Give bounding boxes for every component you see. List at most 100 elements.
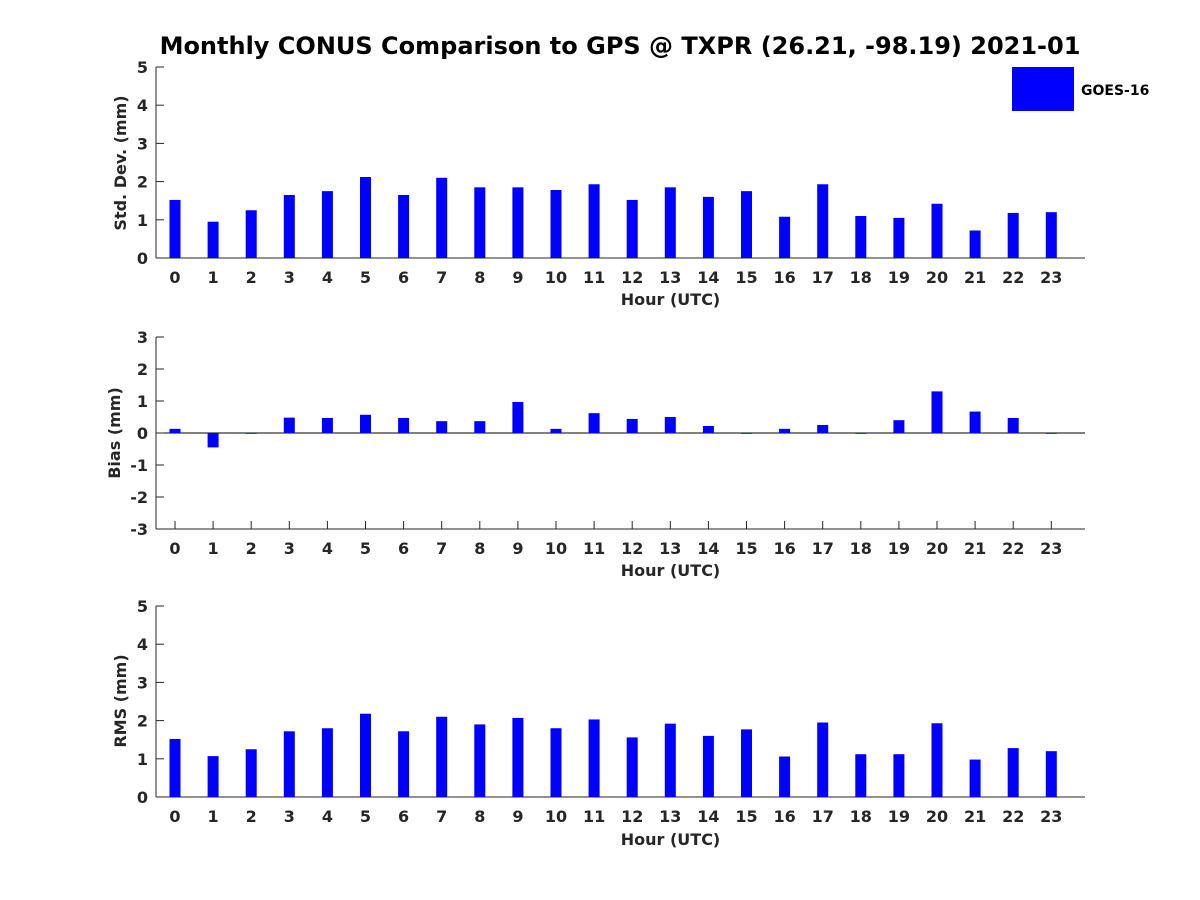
x-tick-label: 6 (398, 539, 409, 558)
x-tick-label: 9 (512, 268, 523, 287)
x-tick-label: 7 (436, 539, 447, 558)
y-axis-label: Std. Dev. (mm) (111, 95, 130, 230)
x-tick-label: 1 (208, 268, 219, 287)
x-tick-label: 8 (474, 807, 485, 826)
x-tick-label: 15 (735, 807, 757, 826)
x-tick-label: 10 (545, 807, 567, 826)
bias-bar-20 (931, 391, 943, 433)
std-dev-bar-10 (550, 190, 562, 258)
legend: GOES-16 (1012, 67, 1149, 111)
bias-bar-6 (398, 417, 410, 433)
bias-bar-0 (169, 428, 181, 433)
x-axis-label: Hour (UTC) (621, 830, 721, 849)
y-tick-label: 2 (137, 712, 148, 731)
x-tick-label: 0 (169, 268, 180, 287)
x-axis-label: Hour (UTC) (621, 290, 721, 309)
bias-bar-12 (626, 418, 638, 433)
x-tick-label: 17 (812, 539, 834, 558)
rms-bar-6 (398, 731, 410, 797)
y-tick-label: 3 (137, 673, 148, 692)
x-tick-label: 21 (964, 539, 986, 558)
bias-bar-23 (1045, 433, 1057, 434)
x-tick-label: 4 (322, 268, 333, 287)
x-tick-label: 18 (850, 539, 872, 558)
bias-bar-21 (969, 411, 981, 433)
y-tick-label: 2 (137, 360, 148, 379)
x-tick-label: 2 (246, 268, 257, 287)
y-tick-label: -1 (130, 456, 148, 475)
bias-bar-9 (512, 401, 524, 433)
y-tick-label: 1 (137, 211, 148, 230)
x-tick-label: 11 (583, 268, 605, 287)
x-tick-label: 10 (545, 268, 567, 287)
x-tick-label: 16 (773, 268, 795, 287)
y-axis-label: RMS (mm) (111, 654, 130, 747)
bias-bar-17 (817, 425, 829, 433)
bias-bar-11 (588, 413, 600, 433)
y-tick-label: 2 (137, 173, 148, 192)
x-tick-label: 18 (850, 807, 872, 826)
bias-bar-14 (702, 425, 714, 433)
x-tick-label: 23 (1040, 807, 1062, 826)
x-tick-label: 12 (621, 268, 643, 287)
x-axis-label: Hour (UTC) (621, 561, 721, 580)
bias-bar-8 (474, 421, 486, 433)
x-tick-label: 14 (697, 268, 719, 287)
bias-bar-22 (1007, 417, 1019, 433)
y-tick-label: 0 (137, 249, 148, 268)
x-tick-label: 10 (545, 539, 567, 558)
y-tick-label: -3 (130, 520, 148, 539)
std-dev-bar-19 (893, 217, 905, 258)
x-tick-label: 19 (888, 268, 910, 287)
x-tick-label: 9 (512, 807, 523, 826)
std-dev-bar-6 (398, 194, 410, 258)
std-dev-bar-9 (512, 187, 524, 258)
std-dev-bar-14 (702, 196, 714, 258)
rms-bar-14 (702, 735, 714, 797)
std-dev-bar-13 (664, 187, 676, 258)
rms-bar-3 (283, 731, 295, 797)
x-tick-label: 16 (773, 539, 795, 558)
x-tick-label: 18 (850, 268, 872, 287)
chart-title: Monthly CONUS Comparison to GPS @ TXPR (… (160, 32, 1081, 60)
rms-bar-2 (245, 749, 257, 797)
bias-bar-19 (893, 420, 905, 433)
x-tick-label: 5 (360, 539, 371, 558)
x-tick-label: 1 (208, 539, 219, 558)
std-dev-bar-3 (283, 194, 295, 258)
y-tick-label: 0 (137, 788, 148, 807)
rms-bar-8 (474, 724, 486, 797)
std-dev-bar-17 (817, 184, 829, 258)
x-tick-label: 19 (888, 539, 910, 558)
rms-bar-7 (436, 716, 448, 797)
std-dev-bar-18 (855, 215, 867, 258)
std-dev-bar-20 (931, 203, 943, 258)
x-tick-label: 20 (926, 539, 948, 558)
x-tick-label: 6 (398, 807, 409, 826)
x-tick-label: 8 (474, 268, 485, 287)
y-tick-label: 4 (137, 635, 148, 654)
rms-bar-20 (931, 723, 943, 797)
std-dev-bar-15 (741, 191, 752, 258)
x-tick-label: 15 (735, 268, 757, 287)
x-tick-label: 13 (659, 807, 681, 826)
x-tick-label: 22 (1002, 539, 1024, 558)
x-tick-label: 5 (360, 268, 371, 287)
bias-bar-10 (550, 428, 562, 433)
y-tick-label: 3 (137, 134, 148, 153)
x-tick-label: 12 (621, 807, 643, 826)
x-tick-label: 11 (583, 539, 605, 558)
rms-bar-16 (779, 756, 791, 797)
y-tick-label: 3 (137, 328, 148, 347)
x-tick-label: 8 (474, 539, 485, 558)
x-tick-label: 3 (284, 539, 295, 558)
std-dev-bar-16 (779, 216, 791, 258)
std-dev-bar-5 (360, 177, 371, 258)
std-dev-bar-4 (321, 191, 333, 258)
x-tick-label: 11 (583, 807, 605, 826)
x-tick-label: 14 (697, 539, 719, 558)
x-tick-label: 20 (926, 807, 948, 826)
